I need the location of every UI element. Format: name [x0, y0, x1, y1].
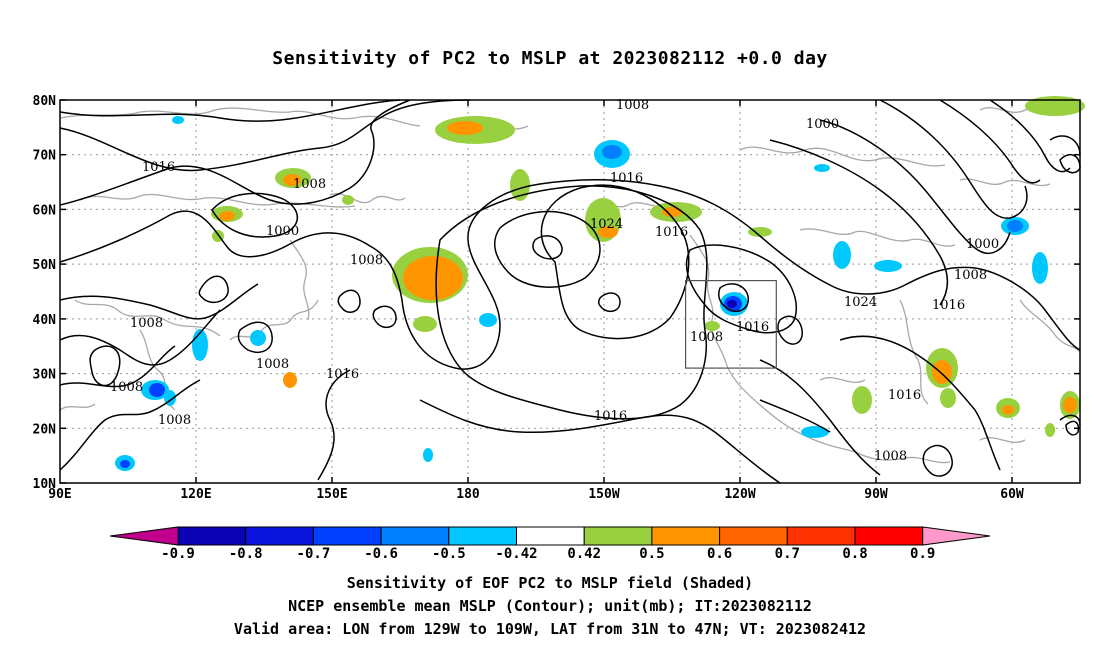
colorbar-swatch: [245, 526, 314, 546]
contour-label: 1008: [293, 177, 326, 192]
colorbar-swatch: [448, 526, 517, 546]
colorbar-swatch: [583, 526, 653, 546]
contour-label: 1024: [844, 295, 877, 310]
colorbar-swatch: [719, 526, 788, 546]
contour-label: 1008: [256, 357, 289, 372]
contour-label: 1008: [690, 330, 723, 345]
colorbar-label: 0.9: [910, 546, 935, 562]
contour-label: 1000: [806, 117, 839, 132]
colorbar-swatch: [312, 526, 382, 546]
lat-label: 60N: [33, 203, 57, 218]
lat-label: 40N: [33, 313, 57, 328]
colorbar-label: -0.5: [432, 546, 466, 562]
lat-label: 30N: [33, 368, 57, 383]
contour-label: 1016: [655, 225, 688, 240]
colorbar-label: 0.5: [639, 546, 664, 562]
colorbar-label: -0.8: [229, 546, 263, 562]
colorbar-swatch: [516, 526, 585, 546]
lat-label: 80N: [33, 94, 57, 109]
contour-label: 1016: [610, 171, 643, 186]
caption-valid-area: Valid area: LON from 129W to 109W, LAT f…: [233, 620, 867, 638]
caption-shading: Sensitivity of EOF PC2 to MSLP field (Sh…: [346, 574, 754, 592]
colorbar-swatch: [922, 526, 991, 546]
contour-label: 1016: [888, 388, 921, 403]
contour-label: 1016: [736, 320, 769, 335]
colorbar-label: 0.6: [707, 546, 732, 562]
contour-label: 1024: [590, 217, 623, 232]
lon-label: 150E: [316, 487, 347, 502]
colorbar-swatch: [786, 526, 856, 546]
lon-label: 180: [456, 487, 480, 502]
lat-label: 50N: [33, 258, 57, 273]
colorbar-swatch: [380, 526, 450, 546]
lon-label: 90W: [864, 487, 888, 502]
contour-labels: 1008 1000 1016 1008 1000 1008 1024 1016 …: [110, 98, 999, 464]
colorbar-label: -0.9: [161, 546, 195, 562]
valid-area-box: [684, 280, 777, 369]
shading-positive: [211, 96, 1085, 437]
contour-label: 1008: [350, 253, 383, 268]
contour-label: 1008: [110, 380, 143, 395]
colorbar-swatch: [109, 526, 179, 546]
lat-label: 20N: [33, 422, 57, 437]
contour-label: 1000: [266, 224, 299, 239]
longitude-labels: 90E 120E 150E 180 150W 120W 90W 60W: [48, 487, 1024, 502]
colorbar-label: 0.7: [775, 546, 800, 562]
contour-label: 1016: [142, 160, 175, 175]
mslp-contours: [59, 99, 1081, 484]
colorbar-label: -0.42: [495, 546, 537, 562]
colorbar-label: 0.42: [567, 546, 601, 562]
contour-label: 1008: [616, 98, 649, 113]
colorbar: -0.9 -0.8 -0.7 -0.6 -0.5 -0.42 0.42 0.5 …: [109, 526, 991, 562]
lon-label: 120E: [180, 487, 211, 502]
colorbar-label: -0.7: [297, 546, 331, 562]
colorbar-swatch: [854, 526, 924, 546]
colorbar-swatch: [651, 526, 721, 546]
colorbar-label: 0.8: [842, 546, 867, 562]
lon-label: 60W: [1000, 487, 1024, 502]
lon-label: 120W: [724, 487, 755, 502]
contour-label: 1008: [158, 413, 191, 428]
lat-label: 10N: [33, 477, 57, 492]
colorbar-swatch: [177, 526, 247, 546]
contour-label: 1008: [874, 449, 907, 464]
contour-label: 1008: [130, 316, 163, 331]
colorbar-label: -0.6: [364, 546, 398, 562]
lon-label: 150W: [588, 487, 619, 502]
contour-label: 1016: [932, 298, 965, 313]
lon-label: 90E: [48, 487, 71, 502]
contour-label: 1000: [966, 237, 999, 252]
contour-label: 1008: [954, 268, 987, 283]
contour-label: 1016: [594, 409, 627, 424]
coastlines: [59, 107, 1081, 464]
map-panel: 1008 1000 1016 1008 1000 1008 1024 1016 …: [59, 96, 1085, 484]
latitude-labels: 80N 70N 60N 50N 40N 30N 20N 10N: [33, 94, 57, 492]
contour-label: 1016: [326, 367, 359, 382]
caption-contour: NCEP ensemble mean MSLP (Contour); unit(…: [288, 597, 812, 615]
lat-label: 70N: [33, 149, 57, 164]
map-title: Sensitivity of PC2 to MSLP at 2023082112…: [272, 48, 828, 69]
tick-marks: [60, 99, 1080, 484]
